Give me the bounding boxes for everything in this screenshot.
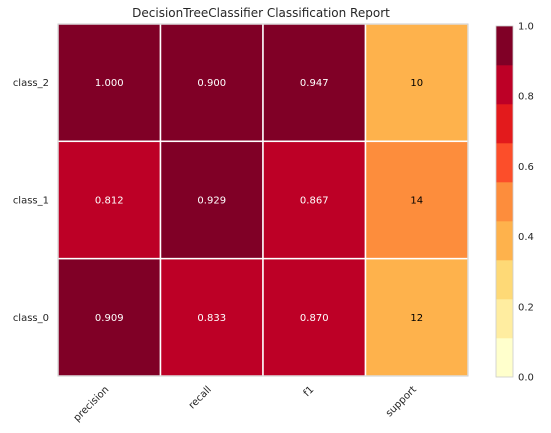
row-label-class_1: class_1 — [13, 196, 49, 207]
colorbar-segment — [496, 104, 513, 144]
column-label-recall: recall — [187, 384, 214, 411]
colorbar-segment — [496, 182, 513, 222]
cell-value-class_1-recall: 0.929 — [197, 196, 226, 207]
cell-value-class_1-f1: 0.867 — [300, 196, 329, 207]
heatmap-cell-class_0-support — [364, 257, 469, 377]
heatmap-cell-class_1-support — [364, 140, 469, 260]
column-labels: precision recall f1 support — [72, 384, 419, 424]
heatmap-cell-class_1-recall — [159, 140, 264, 260]
colorbar-segment — [496, 260, 513, 300]
colorbar-frame — [495, 25, 514, 378]
colorbar-segment — [496, 26, 513, 66]
colorbar-tick-label: 0.6 — [518, 162, 534, 173]
colorbar-tick-label: 0.0 — [518, 373, 534, 384]
colorbar-segment — [496, 221, 513, 261]
cell-value-class_0-support: 12 — [410, 313, 423, 324]
column-label-precision: precision — [72, 384, 112, 424]
heatmap-cell-class_1-precision — [57, 140, 162, 260]
cell-value-class_0-f1: 0.870 — [300, 313, 329, 324]
column-label-f1: f1 — [302, 384, 317, 399]
heatmap-cell-class_2-support — [364, 23, 469, 143]
colorbar-tick-label: 1.0 — [518, 22, 534, 33]
chart-title: DecisionTreeClassifier Classification Re… — [132, 6, 390, 20]
heatmap-cell-class_2-precision — [57, 23, 162, 143]
row-label-class_0: class_0 — [13, 313, 49, 324]
heatmap-cell-labels: 1.000 0.900 0.947 10 0.812 0.929 0.867 14 0.909 0… — [95, 78, 423, 324]
heatmap-cells — [57, 23, 469, 377]
cell-value-class_0-recall: 0.833 — [197, 313, 226, 324]
colorbar-tick-label: 0.2 — [518, 302, 534, 313]
cell-value-class_2-precision: 1.000 — [95, 78, 124, 89]
colorbar-segment — [496, 299, 513, 339]
heatmap-cell-class_0-recall — [159, 257, 264, 377]
cell-value-class_2-recall: 0.900 — [197, 78, 226, 89]
heatmap-cell-class_2-recall — [159, 23, 264, 143]
row-label-class_2: class_2 — [13, 78, 49, 89]
cell-value-class_0-precision: 0.909 — [95, 313, 124, 324]
row-labels: class_2 class_1 class_0 — [13, 78, 49, 324]
colorbar-segment — [496, 143, 513, 183]
column-label-support: support — [384, 384, 419, 419]
cell-value-class_2-support: 10 — [410, 78, 423, 89]
cell-value-class_2-f1: 0.947 — [300, 78, 329, 89]
cell-value-class_1-precision: 0.812 — [95, 196, 124, 207]
plot-frame — [57, 23, 469, 377]
colorbar-segment — [496, 65, 513, 105]
colorbar-tick-label: 0.8 — [518, 92, 534, 103]
colorbar-tick-label: 0.4 — [518, 232, 534, 243]
cell-value-class_1-support: 14 — [410, 196, 423, 207]
colorbar-segment — [496, 338, 513, 378]
colorbar: 0.0 0.2 0.4 0.6 0.8 1.0 — [495, 22, 534, 384]
